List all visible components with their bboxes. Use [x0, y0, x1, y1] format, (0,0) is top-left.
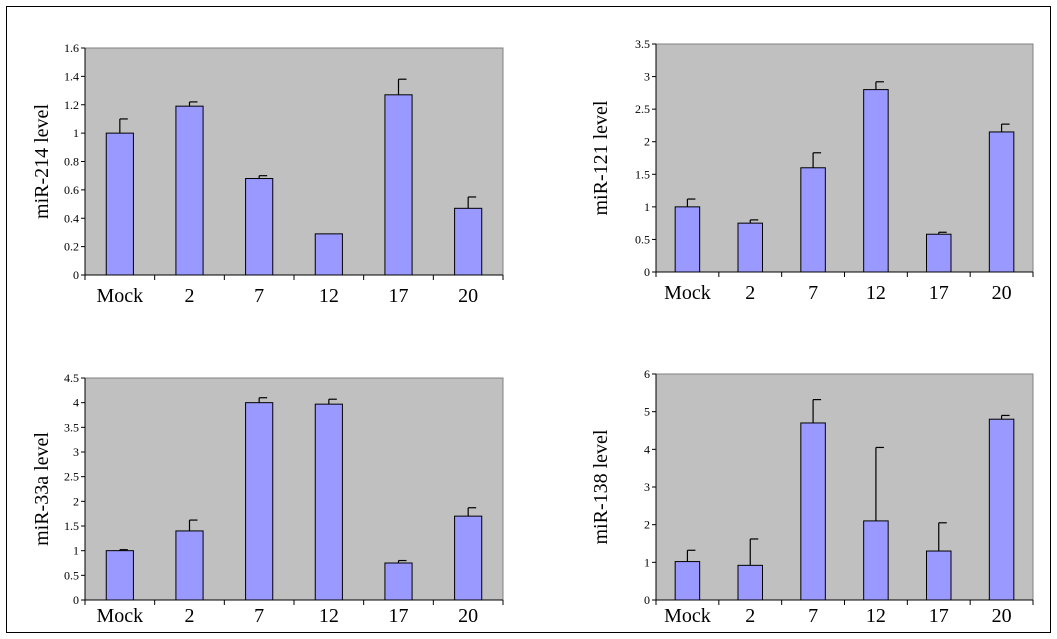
x-category-label: 20	[458, 285, 478, 307]
bar-17	[384, 562, 413, 601]
y-axis-label: miR-121 level	[590, 100, 612, 215]
x-category-label: 12	[319, 285, 339, 307]
bar-mock	[674, 561, 701, 601]
x-category-label: 17	[389, 285, 409, 307]
y-tick-label: 3	[644, 70, 650, 84]
x-category-label: Mock	[96, 605, 143, 627]
plot-area	[84, 47, 504, 276]
bar-20	[454, 515, 483, 601]
bar-mock	[674, 206, 701, 273]
bar-2	[175, 105, 204, 276]
x-category-label: Mock	[664, 282, 711, 304]
x-category-label: 7	[254, 285, 264, 307]
x-category-label: 12	[866, 282, 886, 304]
y-tick-label: 0.5	[64, 568, 79, 582]
y-tick-label: 0	[644, 265, 650, 279]
y-tick-label: 1.5	[64, 519, 79, 533]
bar-12	[863, 89, 889, 273]
y-tick-label: 2	[644, 518, 650, 532]
y-tick-label: 1	[73, 126, 79, 140]
y-tick-label: 1.2	[64, 98, 79, 112]
x-category-label: 12	[866, 605, 886, 627]
y-tick-label: 2	[644, 135, 650, 149]
plot-area	[655, 43, 1034, 273]
y-tick-label: 0.4	[64, 211, 79, 225]
y-tick-label: 2	[73, 494, 79, 508]
y-tick-label: 3	[644, 480, 650, 494]
y-tick-label: 3.5	[64, 420, 79, 434]
y-tick-label: 4	[644, 442, 650, 456]
x-category-label: Mock	[96, 285, 143, 307]
x-category-label: 7	[254, 605, 264, 627]
y-axis-label: miR-33a level	[31, 432, 53, 546]
figure-frame: miR-214 level 0 0.2 0.4 0.6 0.8 1 1.2 1.4 1.6 Moc…	[6, 6, 1051, 633]
bar-17	[384, 94, 413, 276]
bar-mock	[105, 132, 134, 276]
x-category-label: 2	[745, 282, 755, 304]
bar-20	[454, 207, 483, 276]
y-tick-label: 0.6	[64, 183, 79, 197]
x-category-label: 20	[992, 282, 1012, 304]
y-tick-label: 0.8	[64, 155, 79, 169]
x-category-label: 17	[389, 605, 409, 627]
chart-mir-121: miR-121 level 0 0.5 1 1.5 2 2.5 3 3.5 Mock 2 7 12 17…	[590, 37, 1034, 304]
x-category-label: 7	[808, 605, 818, 627]
y-tick-label: 0	[73, 268, 79, 282]
y-tick-label: 0.2	[64, 240, 79, 254]
x-category-label: Mock	[664, 605, 711, 627]
y-tick-label: 6	[644, 367, 650, 381]
y-tick-label: 1.5	[635, 167, 650, 181]
y-axis-label: miR-214 level	[31, 104, 53, 219]
plot-area	[84, 377, 504, 601]
y-tick-label: 5	[644, 405, 650, 419]
y-tick-label: 0.5	[635, 232, 650, 246]
x-category-label: 20	[992, 605, 1012, 627]
bar-17	[925, 233, 952, 273]
y-tick-label: 3.5	[635, 37, 650, 51]
plot-area	[655, 373, 1034, 601]
bar-mock	[105, 550, 134, 601]
y-tick-label: 1	[644, 200, 650, 214]
bar-7	[800, 167, 826, 273]
y-tick-label: 1	[644, 555, 650, 569]
bar-12	[863, 520, 889, 601]
y-tick-label: 1.6	[64, 41, 79, 55]
bar-2	[737, 564, 764, 601]
bar-2	[737, 222, 764, 273]
figure-svg: miR-214 level 0 0.2 0.4 0.6 0.8 1 1.2 1.4 1.6 Moc…	[31, 37, 1034, 627]
y-tick-label: 0	[73, 593, 79, 607]
y-tick-label: 2.5	[64, 470, 79, 484]
bar-12	[314, 233, 343, 276]
x-category-label: 17	[929, 282, 949, 304]
bar-7	[245, 178, 274, 276]
bar-20	[988, 131, 1015, 273]
y-tick-label: 4	[73, 396, 79, 410]
y-axis-label: miR-138 level	[590, 429, 612, 544]
y-tick-label: 3	[73, 445, 79, 459]
x-category-label: 17	[929, 605, 949, 627]
x-category-label: 2	[185, 285, 195, 307]
bar-17	[925, 550, 952, 601]
bar-2	[175, 530, 204, 601]
chart-mir-214: miR-214 level 0 0.2 0.4 0.6 0.8 1 1.2 1.4 1.6 Moc…	[31, 41, 504, 307]
y-tick-label: 4.5	[64, 371, 79, 385]
bar-12	[314, 403, 343, 601]
y-tick-label: 1	[73, 544, 79, 558]
y-tick-label: 0	[644, 593, 650, 607]
y-tick-label: 1.4	[64, 69, 79, 83]
x-category-label: 2	[185, 605, 195, 627]
x-category-label: 12	[319, 605, 339, 627]
x-category-label: 7	[808, 282, 818, 304]
bar-20	[988, 418, 1015, 601]
x-category-label: 20	[458, 605, 478, 627]
y-tick-label: 2.5	[635, 102, 650, 116]
chart-mir-33a: miR-33a level 0 0.5 1 1.5 2 2.5 3 3.5 4 4.5 Mock 2 7…	[31, 371, 504, 627]
x-category-label: 2	[745, 605, 755, 627]
bar-7	[800, 422, 826, 601]
bar-7	[245, 402, 274, 601]
